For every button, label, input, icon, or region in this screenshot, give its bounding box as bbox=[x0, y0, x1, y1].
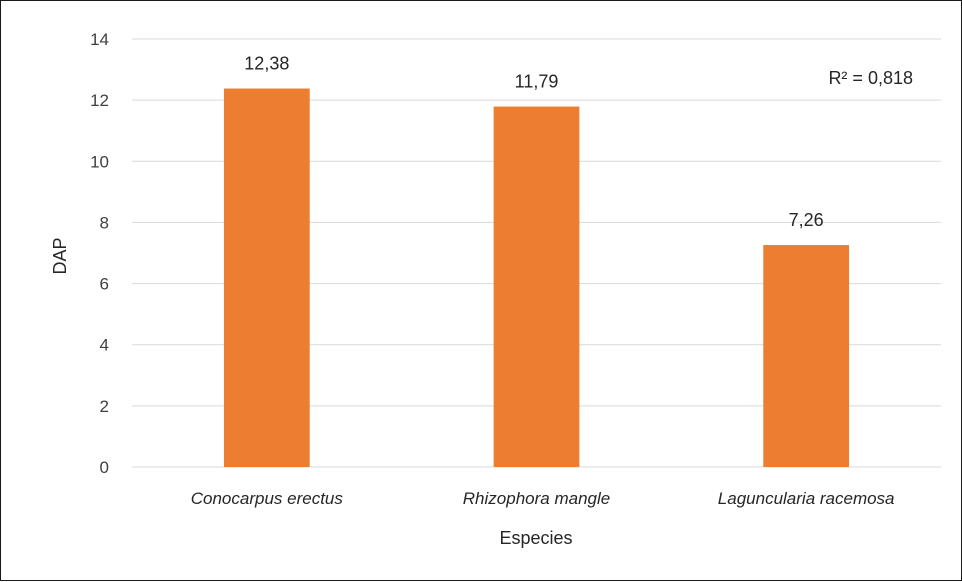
y-axis-ticks: 0 2 4 6 8 10 12 14 bbox=[90, 30, 109, 477]
data-labels: 12,38 11,79 7,26 bbox=[244, 54, 823, 231]
bars bbox=[223, 88, 850, 468]
y-tick-label: 8 bbox=[100, 213, 109, 232]
bar bbox=[223, 88, 310, 468]
x-category-label: Rhizophora mangle bbox=[463, 489, 610, 508]
y-tick-label: 0 bbox=[100, 458, 109, 477]
y-tick-label: 2 bbox=[100, 397, 109, 416]
y-tick-label: 10 bbox=[90, 152, 109, 171]
bar bbox=[493, 106, 580, 467]
y-tick-label: 4 bbox=[100, 336, 109, 355]
x-axis-categories: Conocarpus erectus Rhizophora mangle Lagun… bbox=[191, 489, 895, 508]
y-tick-label: 6 bbox=[100, 275, 109, 294]
x-category-label: Conocarpus erectus bbox=[191, 489, 344, 508]
y-tick-label: 12 bbox=[90, 91, 109, 110]
bar bbox=[763, 245, 850, 467]
bar-value-label: 7,26 bbox=[789, 210, 824, 230]
y-axis-title: DAP bbox=[50, 237, 70, 274]
x-axis-title: Especies bbox=[499, 528, 572, 548]
bar-value-label: 12,38 bbox=[244, 54, 289, 74]
r-squared-annotation: R² = 0,818 bbox=[828, 68, 913, 88]
x-category-label: Laguncularia racemosa bbox=[718, 489, 895, 508]
y-tick-label: 14 bbox=[90, 30, 109, 49]
bar-value-label: 11,79 bbox=[515, 72, 559, 92]
